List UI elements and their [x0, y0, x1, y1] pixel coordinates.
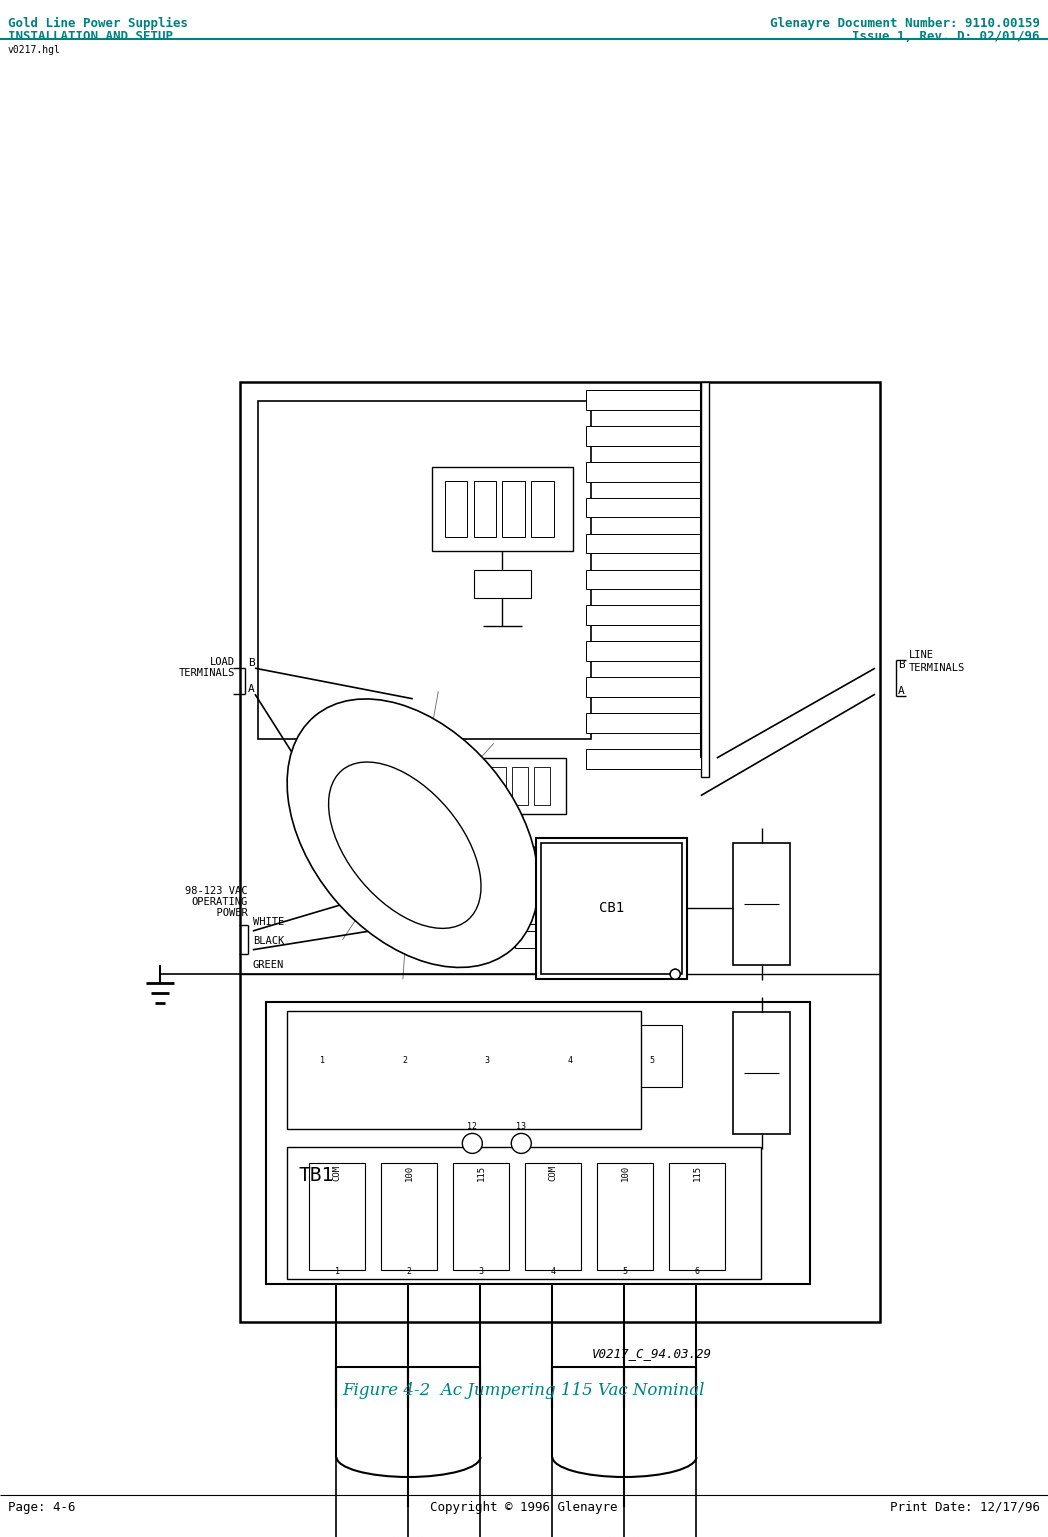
Bar — [534, 767, 550, 805]
Text: A: A — [248, 684, 255, 695]
Text: TERMINALS: TERMINALS — [179, 669, 235, 678]
Bar — [623, 1025, 682, 1087]
Bar — [586, 570, 701, 589]
Text: Gold Line Power Supplies: Gold Line Power Supplies — [8, 17, 188, 31]
Circle shape — [671, 970, 680, 979]
Text: CB1: CB1 — [598, 901, 624, 916]
Text: Glenayre Document Number: 9110.00159: Glenayre Document Number: 9110.00159 — [770, 17, 1040, 31]
Text: OPERATING: OPERATING — [192, 898, 247, 907]
Text: COM: COM — [332, 1165, 342, 1182]
Text: B: B — [898, 661, 904, 670]
Text: 2: 2 — [407, 1268, 412, 1276]
Bar — [444, 481, 467, 536]
Text: 13: 13 — [517, 1122, 526, 1131]
Text: 6: 6 — [695, 1268, 700, 1276]
Bar — [586, 390, 701, 410]
Bar — [586, 678, 701, 696]
Text: COM: COM — [548, 1165, 558, 1182]
Bar — [541, 842, 681, 974]
Bar — [287, 1147, 761, 1279]
Text: 1: 1 — [334, 1268, 340, 1276]
Text: 4: 4 — [567, 1056, 572, 1065]
Text: LINE: LINE — [909, 650, 934, 661]
Circle shape — [511, 1133, 531, 1153]
Text: 115: 115 — [693, 1165, 701, 1182]
Circle shape — [462, 1133, 482, 1153]
Text: 12: 12 — [467, 1122, 477, 1131]
Bar — [516, 859, 541, 876]
Bar — [733, 1011, 790, 1134]
Ellipse shape — [287, 699, 539, 967]
Bar — [258, 401, 591, 739]
Text: 5: 5 — [650, 1056, 655, 1065]
Bar — [516, 884, 541, 901]
Text: Issue 1, Rev. D: 02/01/96: Issue 1, Rev. D: 02/01/96 — [852, 31, 1040, 43]
Text: WHITE: WHITE — [253, 918, 284, 927]
Bar — [381, 1164, 437, 1271]
Text: 100: 100 — [620, 1165, 630, 1182]
Bar — [516, 931, 541, 948]
Ellipse shape — [329, 762, 481, 928]
Text: TB1: TB1 — [299, 1167, 333, 1185]
Text: 115: 115 — [477, 1165, 485, 1182]
Bar — [586, 641, 701, 661]
Bar — [586, 606, 701, 626]
Bar — [586, 498, 701, 518]
Text: GREEN: GREEN — [253, 961, 284, 970]
Bar — [475, 570, 530, 598]
Text: 2: 2 — [402, 1056, 408, 1065]
Text: 1: 1 — [320, 1056, 325, 1065]
Text: POWER: POWER — [204, 908, 247, 918]
Text: 4: 4 — [550, 1268, 555, 1276]
Text: 98-123 VAC: 98-123 VAC — [185, 885, 247, 896]
Bar — [586, 749, 701, 768]
Bar — [474, 481, 496, 536]
Text: 100: 100 — [405, 1165, 414, 1182]
Bar — [586, 461, 701, 481]
Text: LOAD: LOAD — [210, 658, 235, 667]
Bar — [536, 838, 686, 979]
Bar — [432, 467, 573, 552]
Text: V0217_C_94.03.29: V0217_C_94.03.29 — [592, 1346, 712, 1360]
Text: TERMINALS: TERMINALS — [909, 662, 965, 673]
Text: Page: 4-6: Page: 4-6 — [8, 1502, 75, 1514]
Bar — [586, 713, 701, 733]
Bar — [287, 1011, 641, 1130]
Bar — [240, 383, 880, 1322]
Bar — [701, 383, 708, 776]
Bar — [525, 1164, 582, 1271]
Bar — [502, 481, 525, 536]
Bar — [512, 767, 528, 805]
Bar — [458, 1025, 517, 1087]
Text: Copyright © 1996 Glenayre: Copyright © 1996 Glenayre — [431, 1502, 617, 1514]
Text: 5: 5 — [623, 1268, 628, 1276]
Bar — [489, 767, 505, 805]
Bar — [586, 426, 701, 446]
Bar — [669, 1164, 725, 1271]
Bar — [477, 758, 566, 815]
Text: Figure 4-2  Ac Jumpering 115 Vac Nominal: Figure 4-2 Ac Jumpering 115 Vac Nominal — [343, 1382, 705, 1399]
Bar — [516, 907, 541, 924]
Bar — [541, 1025, 599, 1087]
Text: v0217.hgl: v0217.hgl — [8, 45, 61, 55]
Bar — [733, 842, 790, 965]
Text: B: B — [248, 658, 255, 669]
Bar — [597, 1164, 653, 1271]
Text: Print Date: 12/17/96: Print Date: 12/17/96 — [890, 1502, 1040, 1514]
Bar — [292, 1025, 352, 1087]
Bar — [531, 481, 553, 536]
Text: A: A — [898, 686, 904, 696]
Circle shape — [671, 970, 680, 979]
Text: 3: 3 — [485, 1056, 489, 1065]
Text: BLACK: BLACK — [253, 936, 284, 945]
Bar — [375, 1025, 434, 1087]
Bar — [309, 1164, 366, 1271]
Text: INSTALLATION AND SETUP: INSTALLATION AND SETUP — [8, 31, 173, 43]
Bar — [453, 1164, 509, 1271]
Text: 3: 3 — [479, 1268, 483, 1276]
Bar — [265, 1002, 810, 1285]
Bar — [586, 533, 701, 553]
